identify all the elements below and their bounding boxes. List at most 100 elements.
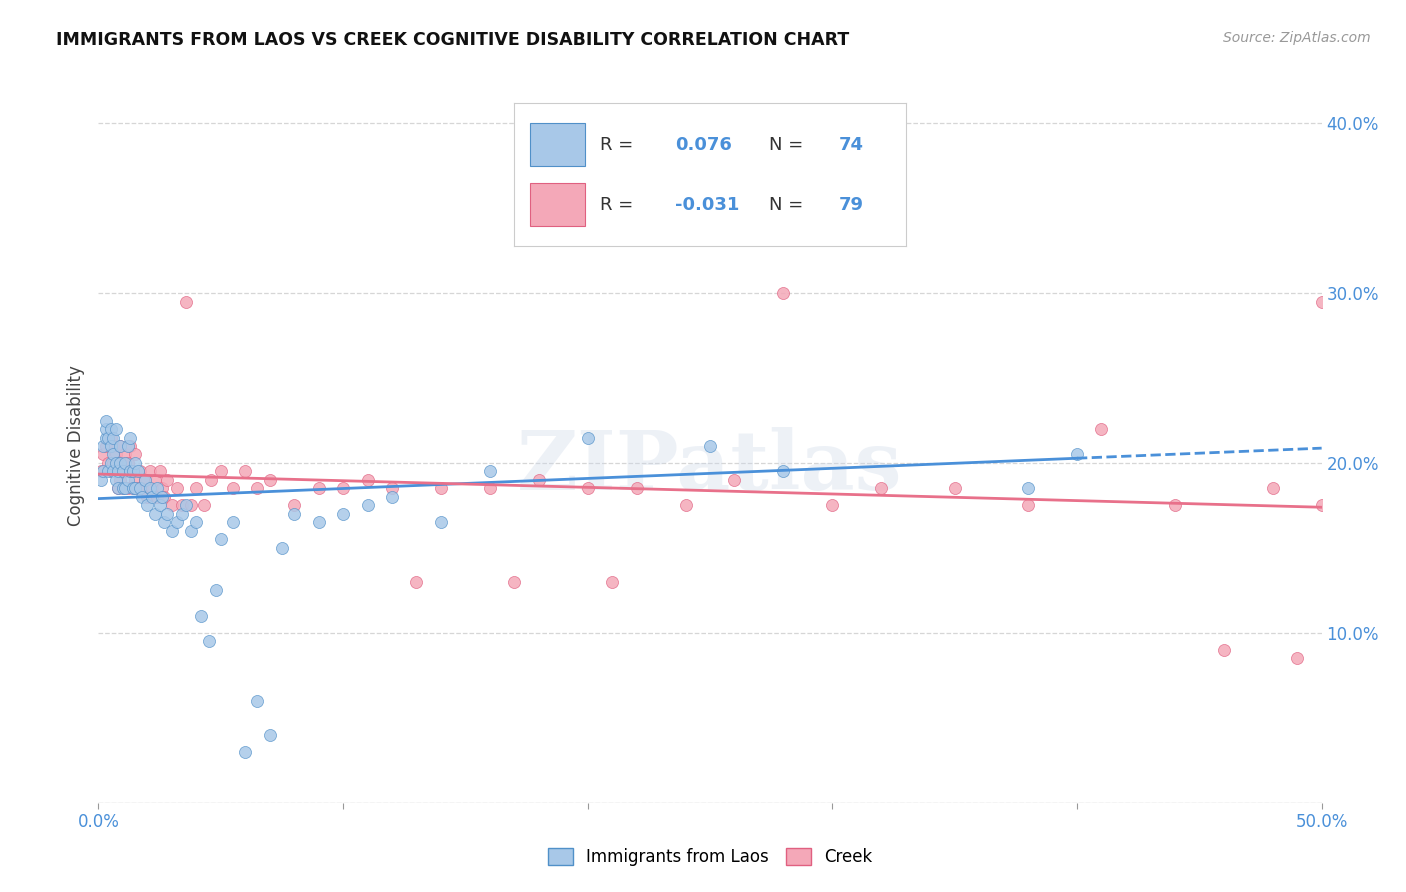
Point (205, 583, 228, 598)
Point (121, 465, 143, 479)
Legend: Immigrants from Laos, Creek: Immigrants from Laos, Creek (541, 841, 879, 873)
Point (136, 490, 159, 504)
Point (120, 465, 142, 479)
Point (356, 473, 378, 487)
Point (101, 465, 124, 479)
Point (176, 294, 198, 309)
Point (139, 482, 162, 496)
Text: IMMIGRANTS FROM LAOS VS CREEK COGNITIVE DISABILITY CORRELATION CHART: IMMIGRANTS FROM LAOS VS CREEK COGNITIVE … (56, 31, 849, 49)
Point (124, 473, 146, 487)
Point (121, 482, 143, 496)
Point (94, 413, 117, 427)
Point (127, 482, 149, 496)
Point (160, 524, 183, 538)
Point (104, 448, 127, 462)
Point (104, 473, 127, 487)
Point (101, 448, 124, 462)
Text: ZIPatlas: ZIPatlas (517, 427, 903, 508)
Point (772, 465, 794, 479)
Point (100, 430, 122, 444)
Point (943, 482, 966, 496)
Point (111, 456, 134, 470)
Point (117, 456, 139, 470)
Point (104, 422, 127, 436)
Point (120, 439, 142, 453)
Point (143, 473, 166, 487)
Point (1017, 482, 1039, 496)
Point (110, 439, 132, 453)
Point (124, 456, 146, 470)
Point (259, 473, 281, 487)
Point (107, 482, 129, 496)
Point (332, 507, 354, 521)
Point (91, 448, 114, 462)
Point (283, 499, 305, 513)
Point (134, 473, 156, 487)
Point (104, 456, 127, 470)
Point (143, 507, 166, 521)
Point (107, 482, 129, 496)
Point (121, 482, 143, 496)
Point (381, 482, 404, 496)
Point (772, 286, 794, 301)
Point (129, 465, 152, 479)
Point (139, 465, 162, 479)
Point (1017, 499, 1039, 513)
Point (97, 465, 120, 479)
Point (120, 465, 142, 479)
Point (170, 507, 193, 521)
Point (405, 574, 427, 589)
Point (121, 465, 143, 479)
Point (699, 439, 721, 453)
Point (209, 533, 232, 547)
Point (101, 439, 124, 453)
Point (246, 694, 269, 708)
Point (100, 456, 122, 470)
Point (117, 473, 139, 487)
Point (117, 482, 139, 496)
Point (1212, 643, 1234, 657)
Point (576, 430, 599, 444)
Point (723, 473, 745, 487)
Point (156, 507, 179, 521)
Point (356, 499, 378, 513)
Point (124, 448, 146, 462)
Point (180, 524, 202, 538)
Point (576, 482, 599, 496)
Point (141, 490, 163, 504)
Point (675, 499, 697, 513)
Point (149, 465, 172, 479)
Point (381, 490, 404, 504)
Point (166, 516, 188, 530)
Point (1090, 422, 1112, 436)
Point (97, 430, 120, 444)
Point (104, 465, 127, 479)
Point (153, 516, 176, 530)
Point (114, 448, 136, 462)
Point (97, 456, 120, 470)
Point (111, 465, 134, 479)
Point (111, 482, 134, 496)
Point (308, 482, 330, 496)
Point (146, 482, 169, 496)
Point (233, 745, 256, 759)
Point (870, 482, 893, 496)
Point (180, 499, 202, 513)
Point (114, 456, 136, 470)
Point (1066, 448, 1088, 462)
Point (308, 516, 330, 530)
Point (821, 499, 844, 513)
Point (478, 465, 501, 479)
Point (1286, 651, 1309, 665)
Point (146, 490, 169, 504)
Point (100, 439, 122, 453)
Point (90, 465, 112, 479)
Point (101, 430, 124, 444)
Point (100, 465, 122, 479)
Point (124, 482, 146, 496)
Point (1261, 482, 1284, 496)
Point (114, 482, 136, 496)
Point (94, 439, 117, 453)
Point (1310, 499, 1333, 513)
Point (626, 482, 648, 496)
